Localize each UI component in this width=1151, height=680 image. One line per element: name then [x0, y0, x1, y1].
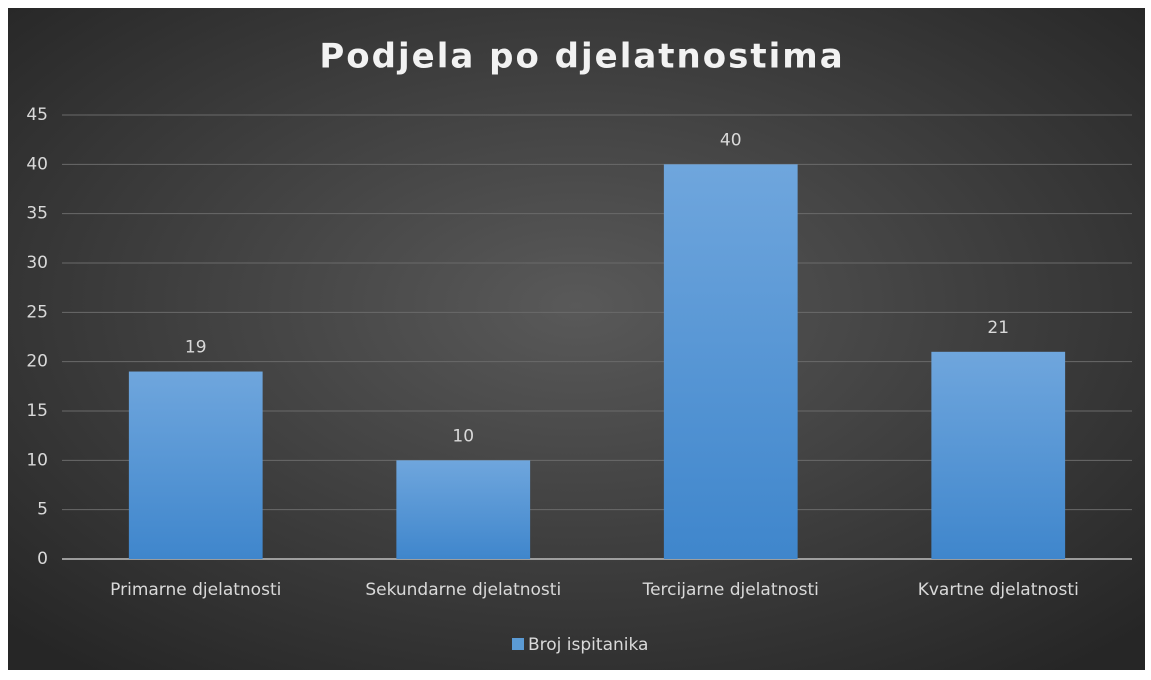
y-tick-label: 5 — [37, 500, 48, 520]
y-tick-label: 45 — [26, 105, 48, 125]
bar — [396, 460, 531, 559]
bar — [931, 351, 1066, 559]
data-label: 10 — [452, 426, 474, 446]
y-tick-label: 0 — [37, 549, 48, 569]
legend-swatch — [512, 638, 524, 650]
x-tick-label: Tercijarne djelatnosti — [642, 580, 819, 600]
y-tick-label: 30 — [26, 253, 48, 273]
y-tick-label: 20 — [26, 352, 48, 372]
data-label: 21 — [987, 318, 1009, 338]
data-label: 19 — [185, 338, 207, 358]
chart-background — [8, 8, 1145, 670]
x-tick-label: Sekundarne djelatnosti — [365, 580, 561, 600]
bar — [663, 164, 798, 560]
y-tick-label: 25 — [26, 302, 48, 322]
legend-label: Broj ispitanika — [528, 635, 648, 655]
chart-title: Podjela po djelatnostima — [319, 37, 844, 77]
y-tick-label: 15 — [26, 401, 48, 421]
bar — [128, 371, 263, 559]
y-tick-label: 40 — [26, 154, 48, 174]
x-tick-label: Kvartne djelatnosti — [918, 580, 1079, 600]
y-tick-label: 35 — [26, 204, 48, 224]
data-label: 40 — [720, 130, 742, 150]
y-tick-label: 10 — [26, 450, 48, 470]
x-tick-label: Primarne djelatnosti — [110, 580, 281, 600]
